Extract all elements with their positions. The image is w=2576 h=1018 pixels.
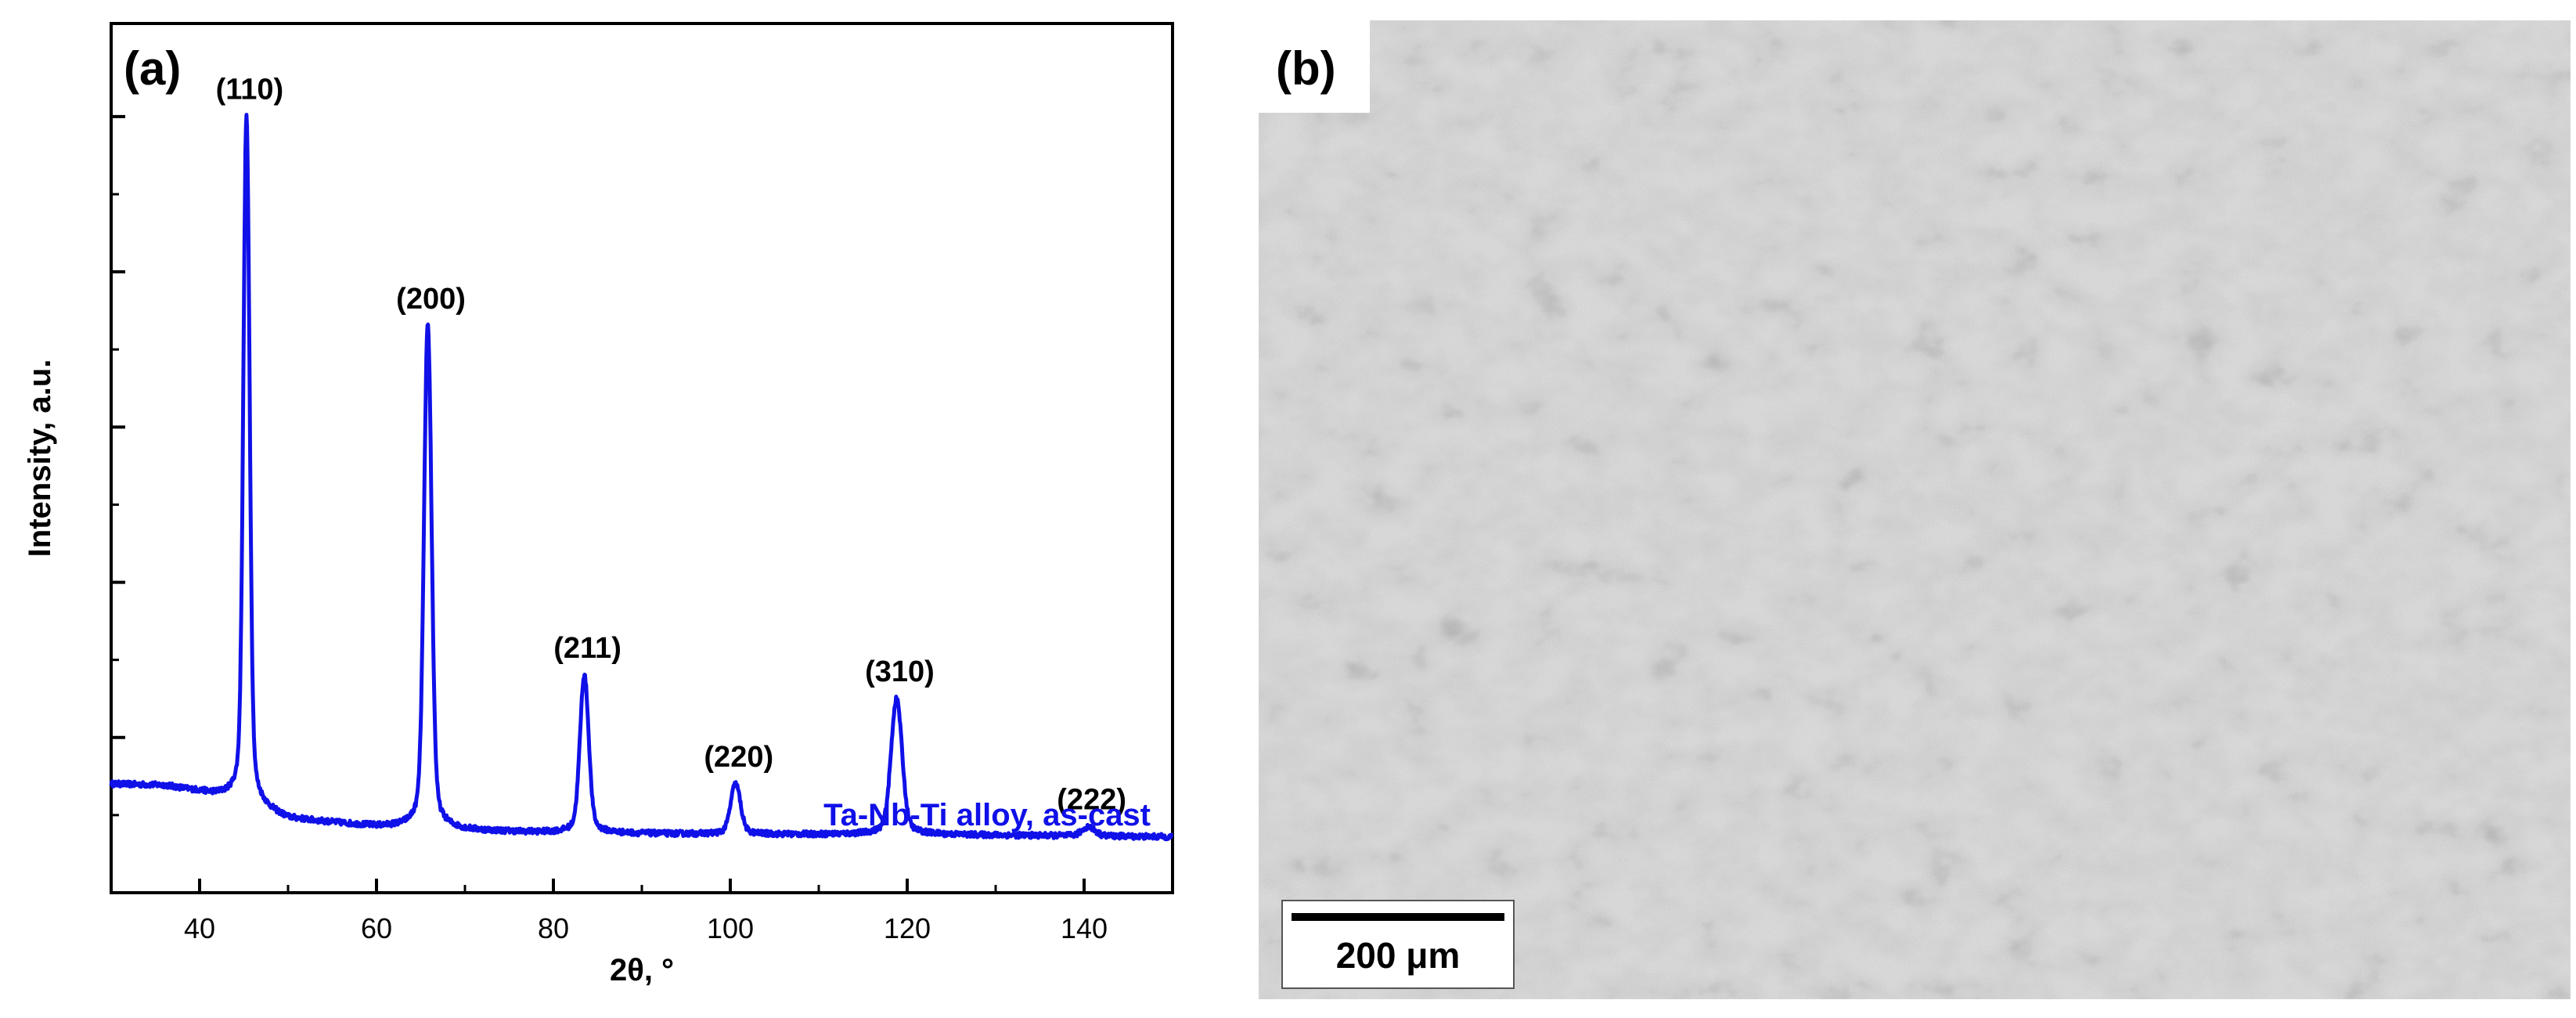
- x-tick-label: 120: [884, 912, 931, 944]
- peak-labels: (110) (200) (211) (220) (310) (222): [216, 74, 1126, 817]
- xrd-series-line: [109, 113, 1174, 842]
- peak-label: (310): [865, 655, 935, 688]
- x-tick-label: 140: [1061, 912, 1108, 944]
- x-tick-label: 40: [184, 912, 215, 944]
- x-tick-label: 80: [538, 912, 569, 944]
- x-axis-label: 2θ, °: [610, 953, 674, 987]
- legend-text: Ta-Nb-Ti alloy, as-cast: [823, 798, 1151, 832]
- peak-label: (222): [1057, 784, 1126, 817]
- plot-frame: [110, 22, 1174, 894]
- panel-b-label: (b): [1276, 42, 1336, 95]
- sem-micrograph: [1259, 20, 2571, 999]
- y-axis-ticks: [111, 114, 125, 894]
- peak-label: (211): [553, 632, 621, 665]
- scale-bar: [1292, 913, 1504, 921]
- peak-label: (110): [216, 74, 284, 106]
- x-tick-label: 100: [707, 912, 754, 944]
- peak-label: (200): [396, 283, 466, 316]
- x-tick-label: 60: [361, 912, 392, 944]
- x-axis-ticks: 40 60 80 100 120 140: [184, 879, 1174, 944]
- panel-a: (a) 40 60 80 100 120 140 (110) (200) (211) (220)…: [23, 22, 1174, 987]
- panel-b: (b) 200 μm: [1259, 20, 2571, 999]
- panel-a-label: (a): [124, 42, 181, 95]
- scale-bar-label: 200 μm: [1336, 935, 1461, 976]
- peak-label: (220): [704, 741, 773, 774]
- y-axis-label: Intensity, a.u.: [23, 359, 57, 558]
- panel-b-label-bg: [1259, 20, 1370, 113]
